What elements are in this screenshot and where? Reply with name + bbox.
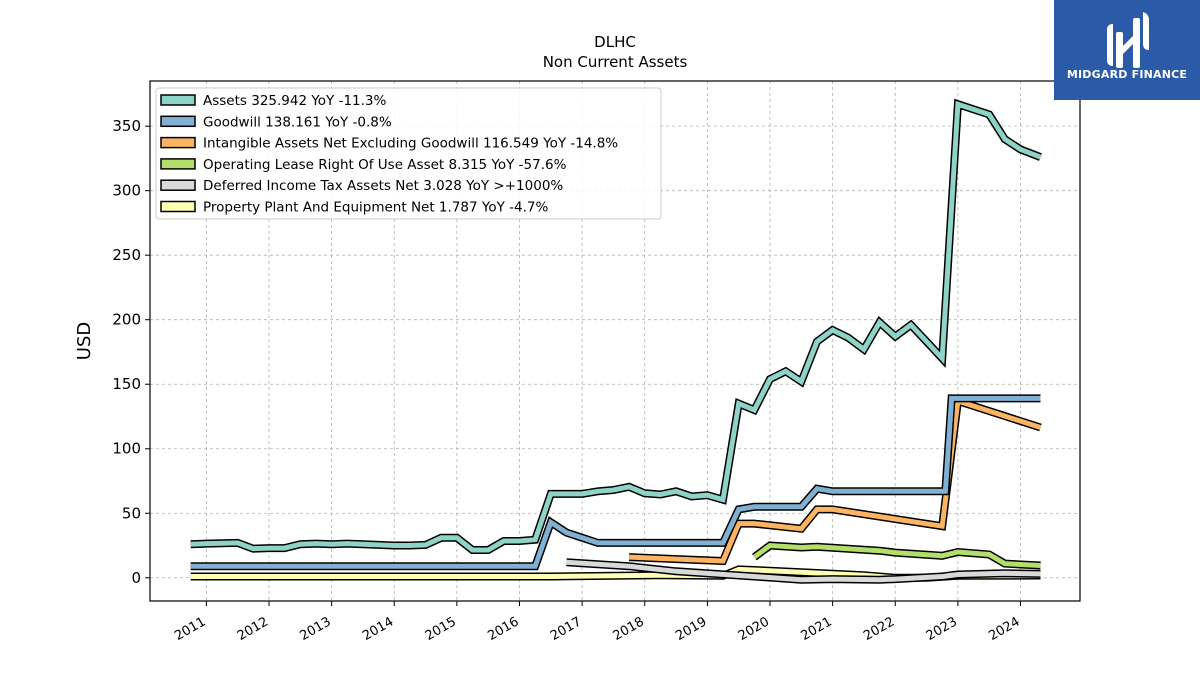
y-axis-label: USD xyxy=(74,322,95,360)
y-tick-label: 150 xyxy=(112,375,141,393)
legend-swatch-goodwill xyxy=(160,115,196,128)
y-tick-label: 250 xyxy=(112,246,141,264)
series-line-intangible-assets-net-excluding-goodwill xyxy=(628,397,1042,564)
series-line-operating-lease-right-of-use-asset xyxy=(752,542,1041,568)
series-line-assets xyxy=(190,100,1042,553)
legend-swatch-deferred-income-tax-assets-net xyxy=(160,179,196,191)
x-tick-label: 2014 xyxy=(360,614,396,644)
x-tick-label: 2023 xyxy=(924,614,960,644)
x-tick-label: 2016 xyxy=(485,614,521,644)
x-tick-label: 2015 xyxy=(423,614,459,644)
legend-label-goodwill: Goodwill 138.161 YoY -0.8% xyxy=(203,114,392,130)
series-line-goodwill xyxy=(190,395,1041,569)
legend-swatch-assets xyxy=(160,94,196,106)
legend-label-intangible-assets-net-excluding-goodwill: Intangible Assets Net Excluding Goodwill… xyxy=(203,136,618,152)
y-tick-label: 50 xyxy=(122,504,141,522)
x-tick-label: 2020 xyxy=(736,614,772,644)
y-tick-label: 300 xyxy=(112,182,141,200)
x-tick-label: 2018 xyxy=(611,614,647,644)
plot-frame xyxy=(149,80,1081,602)
y-tick-label: 100 xyxy=(112,440,141,458)
series-lines xyxy=(190,98,1042,584)
legend: Assets 325.942 YoY -11.3% Goodwill 138.16… xyxy=(155,87,662,220)
chart-subtitle: Non Current Assets xyxy=(543,53,688,71)
x-tick-label: 2019 xyxy=(673,614,709,644)
legend-swatch-operating-lease-right-of-use-asset xyxy=(160,158,196,170)
x-tick-label: 2011 xyxy=(172,614,208,644)
x-tick-label: 2021 xyxy=(798,614,834,644)
x-tick-label: 2013 xyxy=(297,614,333,644)
series-line-deferred-income-tax-assets-net xyxy=(566,559,1041,583)
legend-swatch-property-plant-and-equipment-net xyxy=(160,200,196,213)
y-tick-label: 200 xyxy=(112,311,141,329)
brand-name: MIDGARD FINANCE xyxy=(1066,68,1188,81)
y-tick-label: 350 xyxy=(112,117,141,135)
legend-box xyxy=(155,87,662,220)
legend-swatch-intangible-assets-net-excluding-goodwill xyxy=(160,136,196,149)
y-tick-label: 0 xyxy=(131,569,141,587)
chart-title: DLHC xyxy=(594,33,636,51)
x-tick-label: 2024 xyxy=(986,614,1022,644)
legend-label-deferred-income-tax-assets-net: Deferred Income Tax Assets Net 3.028 YoY… xyxy=(203,178,563,194)
x-tick-label: 2022 xyxy=(861,614,897,644)
x-tick-label: 2017 xyxy=(548,614,584,644)
legend-label-operating-lease-right-of-use-asset: Operating Lease Right Of Use Asset 8.315… xyxy=(203,157,567,173)
legend-label-assets: Assets 325.942 YoY -11.3% xyxy=(203,93,387,109)
brand-logo-icon xyxy=(1107,12,1149,68)
brand-logo: MIDGARD FINANCE xyxy=(1054,0,1200,100)
legend-label-property-plant-and-equipment-net: Property Plant And Equipment Net 1.787 Y… xyxy=(203,200,548,216)
series-outline-intangible-assets-net-excluding-goodwill xyxy=(628,395,1042,566)
x-tick-label: 2012 xyxy=(235,614,271,644)
